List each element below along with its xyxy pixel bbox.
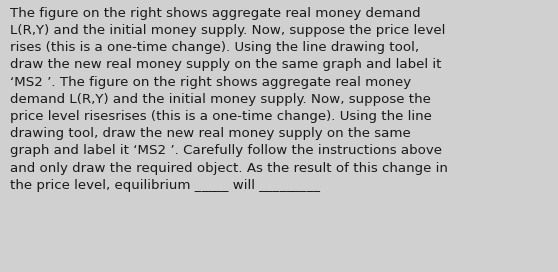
Text: The figure on the right shows aggregate real money demand
L(R,Y) and the initial: The figure on the right shows aggregate … <box>10 7 448 192</box>
